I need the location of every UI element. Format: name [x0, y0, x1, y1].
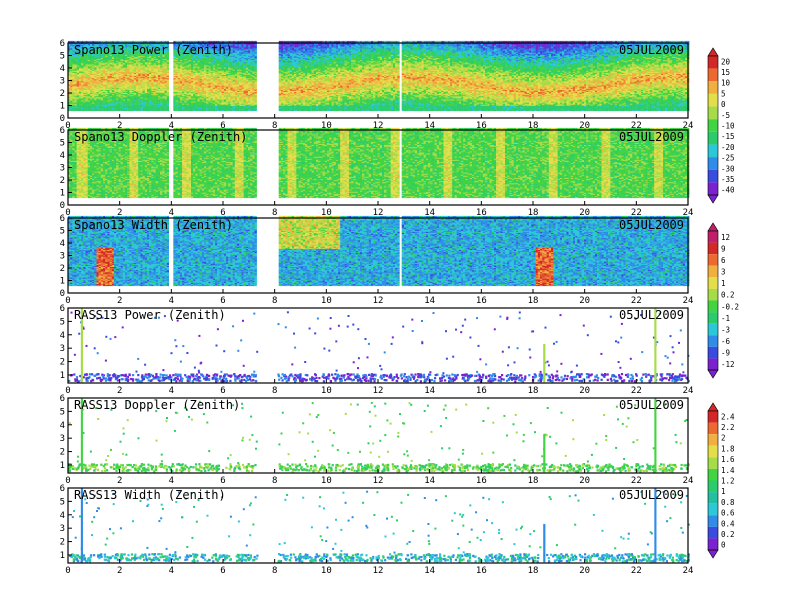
figure: 0 2 4 6 8 10 12 14 16 18 20 22 240123456 Spano13 Powe…	[0, 0, 792, 612]
